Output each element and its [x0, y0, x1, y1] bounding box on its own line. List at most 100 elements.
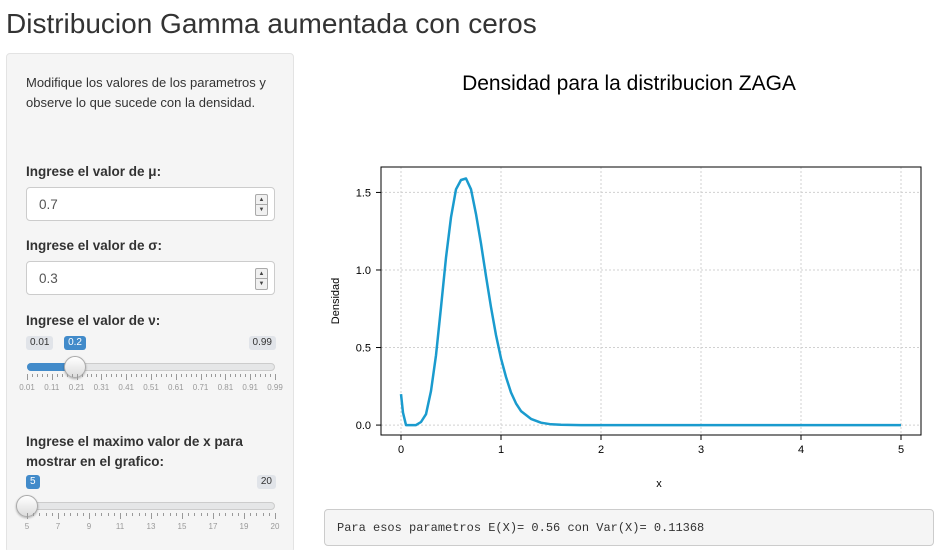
xmax-tick [206, 513, 208, 516]
nu-tick [235, 374, 237, 377]
xmax-tick [33, 513, 35, 516]
nu-tick-label: 0.71 [192, 383, 209, 392]
nu-current-label: 0.2 [64, 336, 86, 350]
nu-tick [101, 374, 103, 380]
nu-tick [250, 374, 252, 380]
mu-label: Ingrese el valor de μ: [26, 164, 162, 179]
xmax-tick [268, 513, 270, 516]
nu-tick-label: 0.21 [68, 383, 85, 392]
nu-tick [136, 374, 138, 377]
xmax-tick [107, 513, 109, 516]
nu-tick [265, 374, 267, 377]
nu-tick [255, 374, 257, 377]
xmax-tick-label: 17 [208, 522, 218, 531]
nu-tick [56, 374, 58, 377]
xmax-track[interactable] [27, 502, 275, 510]
nu-tick-label: 0.99 [267, 383, 283, 392]
density-plot: 0 1 2 3 4 5 0.0 0.5 1.0 1.5 x Densidad [330, 166, 922, 490]
xmax-tick [101, 513, 103, 516]
mu-value: 0.7 [39, 197, 58, 212]
xmax-tick [51, 513, 53, 516]
mu-increment-icon[interactable]: ▲ [256, 195, 267, 205]
nu-tick [146, 374, 148, 377]
xmax-tick [262, 513, 264, 516]
x-tick-label: 4 [798, 444, 804, 456]
mu-spinner: ▲ ▼ [255, 194, 268, 216]
xmax-tick [64, 513, 66, 516]
nu-tick [81, 374, 83, 377]
xmax-tick [126, 513, 128, 516]
nu-tick [116, 374, 118, 377]
nu-tick [205, 374, 207, 377]
nu-tick [180, 374, 182, 377]
xmax-tick [175, 513, 177, 516]
xmax-tick [231, 513, 233, 516]
xmax-label: Ingrese el maximo valor de x para mostra… [26, 434, 243, 469]
xmax-max-label: 20 [256, 475, 276, 489]
y-tick-label: 0.5 [356, 343, 371, 355]
nu-tick [131, 374, 133, 377]
sigma-value: 0.3 [39, 271, 58, 286]
xmax-tick [225, 513, 227, 516]
xmax-tick [275, 513, 276, 519]
intro-text: Modifique los valores de los parametros … [26, 75, 266, 110]
xmax-tick [237, 513, 239, 516]
xmax-tick [213, 513, 214, 519]
nu-slider[interactable]: 0.01 0.99 0.2 0.01 0.11 0.21 0.31 0.41 0.51 0.… [19, 336, 283, 406]
nu-tick-label: 0.31 [93, 383, 110, 392]
plot-frame [380, 166, 922, 436]
nu-ticks [26, 374, 276, 384]
nu-tick [275, 374, 276, 380]
nu-fill [27, 363, 76, 371]
sidebar-panel: Modifique los valores de los parametros … [6, 53, 294, 550]
nu-tick [111, 374, 113, 377]
nu-tick [71, 374, 73, 377]
nu-tick [200, 374, 202, 380]
nu-tick [141, 374, 143, 377]
nu-max-label: 0.99 [248, 336, 276, 350]
xmax-tick-label: 7 [55, 522, 61, 531]
xmax-tick [144, 513, 146, 516]
nu-label: Ingrese el valor de ν: [26, 313, 161, 328]
nu-tick [66, 374, 68, 377]
xmax-tick [163, 513, 165, 516]
nu-tick [160, 374, 162, 377]
sigma-spinner: ▲ ▼ [255, 268, 268, 290]
nu-tick [240, 374, 242, 377]
xmax-tick [256, 513, 258, 516]
sigma-input[interactable]: 0.3 ▲ ▼ [26, 261, 275, 295]
nu-tick-label: 0.81 [217, 383, 234, 392]
mu-input[interactable]: 0.7 ▲ ▼ [26, 187, 275, 221]
xmax-tick-label: 13 [146, 522, 156, 531]
xmax-tick [70, 513, 72, 516]
result-text: Para esos parametros E(X)= 0.56 con Var(… [337, 521, 705, 535]
sigma-label: Ingrese el valor de σ: [26, 238, 163, 253]
nu-tick [220, 374, 222, 377]
sigma-increment-icon[interactable]: ▲ [256, 269, 267, 279]
xmax-tick-label: 9 [86, 522, 92, 531]
xmax-tick-label: 20 [270, 522, 280, 531]
x-tick-label: 3 [698, 444, 704, 456]
plot-title: Densidad para la distribucion ZAGA [462, 72, 796, 95]
nu-tick [41, 374, 43, 377]
mu-decrement-icon[interactable]: ▼ [258, 207, 265, 213]
nu-tick [170, 374, 172, 377]
xmax-tick [27, 513, 28, 519]
xmax-tick [250, 513, 252, 516]
nu-tick-label: 0.91 [242, 383, 258, 392]
y-axis-label: Densidad [330, 278, 342, 324]
nu-tick [36, 374, 38, 377]
result-box: Para esos parametros E(X)= 0.56 con Var(… [324, 509, 934, 546]
xmax-tick [151, 513, 152, 519]
nu-tick [151, 374, 152, 380]
xmax-tick [169, 513, 171, 516]
nu-handle[interactable] [64, 356, 87, 378]
sigma-decrement-icon[interactable]: ▼ [258, 281, 265, 287]
nu-tick [155, 374, 157, 377]
xmax-tick [113, 513, 115, 516]
xmax-tick [39, 513, 41, 516]
nu-tick [230, 374, 232, 377]
xmax-tick [45, 513, 47, 516]
xmax-tick-label: 5 [24, 522, 30, 531]
